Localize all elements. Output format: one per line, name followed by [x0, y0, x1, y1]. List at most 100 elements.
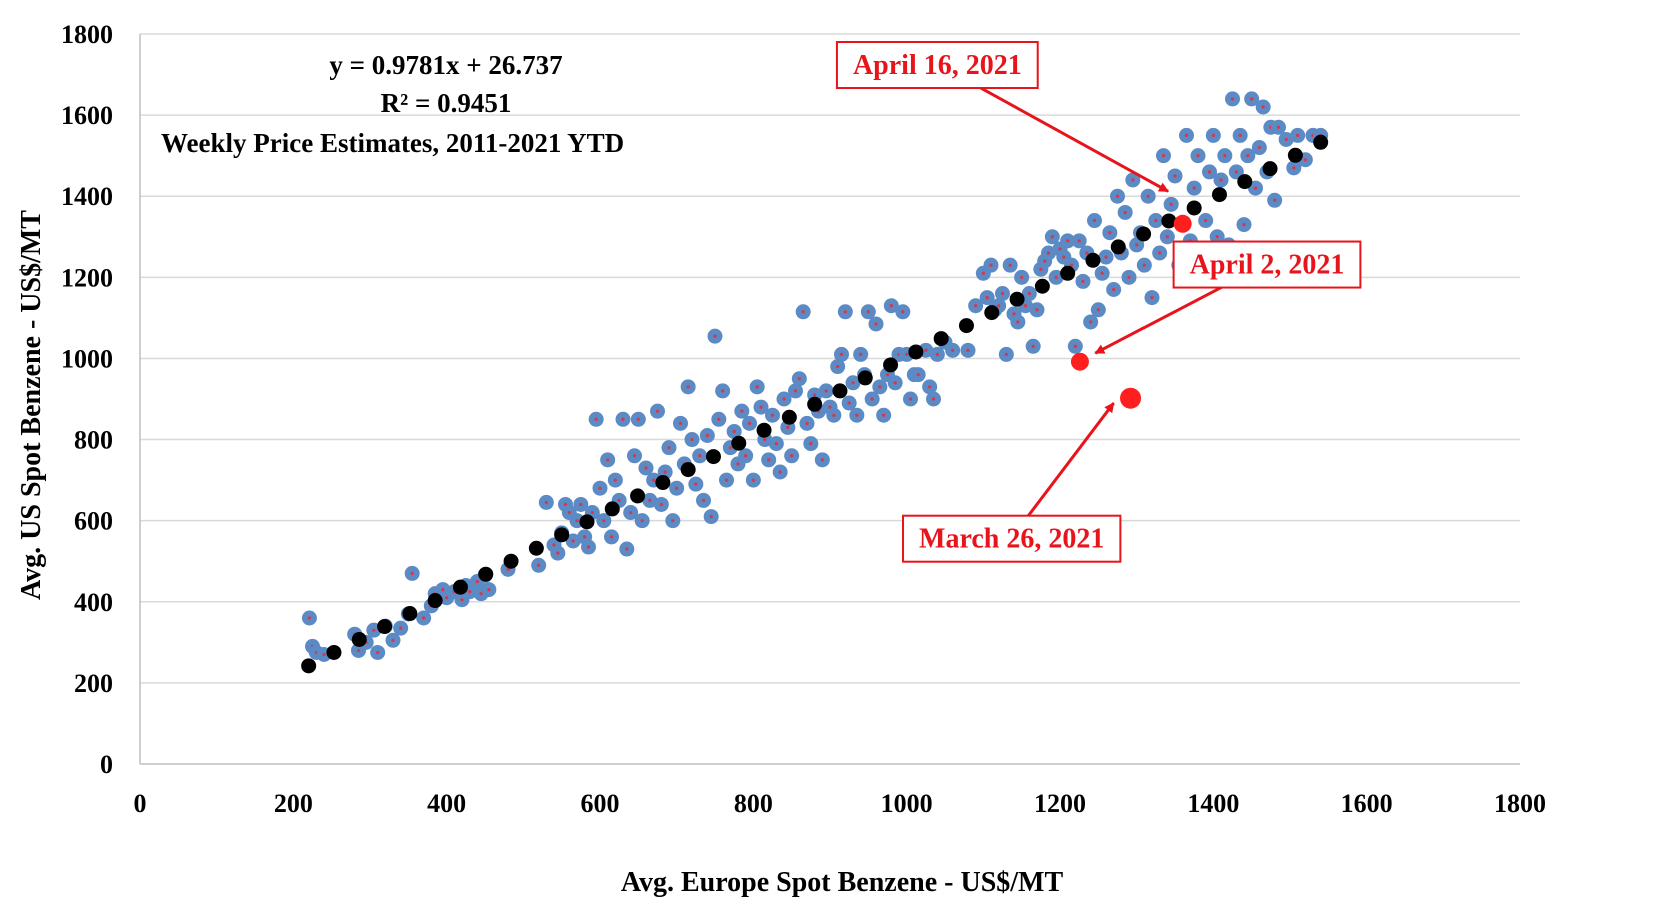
weekly-point-center [1073, 344, 1077, 348]
weekly-point-center [590, 510, 594, 515]
weekly-point-center [1104, 255, 1108, 259]
weekly-point-center [989, 263, 993, 267]
weekly-point-center [1054, 275, 1058, 279]
weekly-point-center [1242, 223, 1246, 227]
weekly-point-center [1050, 235, 1054, 239]
weekly-point-center [1058, 247, 1062, 251]
callout-label: April 2, 2021 [1190, 250, 1345, 281]
fit-point [781, 409, 797, 425]
callout: March 26, 2021 [902, 514, 1122, 563]
weekly-point-center [1004, 352, 1008, 356]
weekly-point-center [931, 397, 936, 401]
fit-point [1110, 239, 1126, 255]
weekly-point-center [1261, 105, 1265, 109]
fit-point [908, 344, 924, 360]
fit-point [1060, 265, 1076, 281]
weekly-point-center [782, 397, 786, 401]
weekly-point-center [1204, 218, 1208, 223]
weekly-point-center [928, 385, 932, 389]
weekly-point-center [751, 478, 755, 482]
callout-boxes: April 16, 2021 April 2, 2021 March 26, 202… [835, 41, 1362, 563]
weekly-point-center [981, 271, 985, 275]
highlight-points [1070, 214, 1192, 409]
weekly-point-center [372, 628, 376, 632]
weekly-point-center [356, 648, 361, 653]
weekly-point-center [1023, 304, 1028, 308]
weekly-point-center [878, 385, 882, 389]
weekly-point-center [552, 543, 556, 547]
y-tick-label: 1000 [61, 344, 113, 373]
weekly-point-center [901, 310, 905, 314]
weekly-point-center [1035, 308, 1039, 312]
fit-point [1211, 187, 1227, 203]
fit-point [832, 383, 848, 399]
weekly-point-center [307, 616, 312, 620]
weekly-point-center [655, 409, 660, 413]
weekly-point-center [855, 413, 859, 417]
x-tick-label: 600 [581, 789, 620, 818]
weekly-point-center [609, 535, 614, 539]
weekly-point-center [882, 413, 886, 417]
weekly-point-center [1257, 145, 1261, 150]
fit-point [351, 631, 367, 647]
callout: April 2, 2021 [1172, 240, 1362, 289]
weekly-point-center [1238, 133, 1242, 137]
fit-point [756, 422, 772, 438]
weekly-point-center [778, 470, 782, 474]
weekly-point-center [924, 348, 928, 352]
weekly-point-center [786, 425, 790, 429]
fit-point [1034, 278, 1050, 294]
weekly-point-center [916, 373, 920, 377]
weekly-point-center [1211, 133, 1215, 137]
y-tick-label: 1400 [61, 182, 113, 211]
weekly-point-center [1207, 170, 1212, 174]
weekly-point-center [1081, 279, 1085, 283]
weekly-point-center [1296, 133, 1300, 137]
weekly-point-center [694, 482, 698, 486]
weekly-point-center [1154, 218, 1158, 223]
weekly-point-center [763, 437, 767, 442]
weekly-point-center [1284, 137, 1288, 142]
weekly-point-center [1253, 186, 1258, 190]
weekly-point-center [839, 352, 844, 356]
weekly-point-center [1092, 218, 1097, 223]
weekly-point-center [1223, 154, 1227, 158]
fit-point [377, 619, 393, 635]
weekly-point-center [740, 409, 744, 413]
weekly-point-center [675, 486, 679, 490]
weekly-point-center [1131, 178, 1135, 182]
fit-point [554, 527, 570, 543]
fit-point [1186, 200, 1202, 216]
fit-point [326, 644, 342, 660]
weekly-point-center [744, 454, 748, 458]
weekly-point-center [640, 519, 644, 523]
highlight-point [1120, 387, 1142, 409]
fit-point [731, 435, 747, 451]
weekly-point-center [1096, 308, 1100, 312]
weekly-point-center [1292, 166, 1296, 170]
weekly-point-center [506, 567, 510, 571]
fit-point [478, 566, 494, 582]
y-tick-label: 800 [74, 426, 113, 455]
regression-equation: y = 0.9781x + 26.737 [329, 50, 562, 80]
weekly-point-center [410, 571, 414, 575]
weekly-point-center [1115, 194, 1120, 198]
weekly-point-center [1108, 231, 1112, 235]
weekly-point-center [586, 545, 591, 549]
fit-point [857, 370, 873, 386]
weekly-point-center [617, 498, 621, 502]
weekly-point-center [422, 616, 426, 620]
fit-point [1085, 252, 1101, 268]
weekly-point-center [870, 397, 874, 401]
fit-point [655, 475, 671, 491]
fit-point [705, 449, 721, 465]
fit-point [452, 579, 468, 595]
weekly-point-center [441, 588, 445, 592]
weekly-point-center [1215, 235, 1219, 239]
weekly-point-center [801, 310, 805, 314]
weekly-point-center [606, 458, 610, 462]
weekly-point-center [1150, 296, 1154, 300]
series-description: Weekly Price Estimates, 2011-2021 YTD [161, 128, 624, 158]
weekly-point-center [1303, 158, 1307, 162]
